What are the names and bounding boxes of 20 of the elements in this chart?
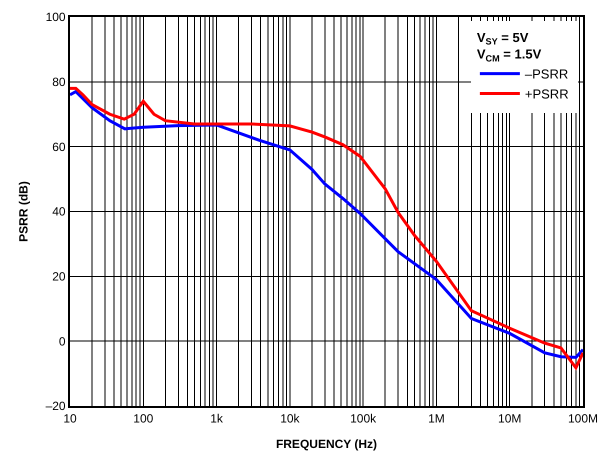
y-tick-label: 60 xyxy=(52,140,66,154)
x-axis-title: FREQUENCY (Hz) xyxy=(276,436,378,451)
x-tick-label: 100M xyxy=(568,411,598,426)
y-tick-label: 20 xyxy=(52,270,66,284)
x-tick-label: 1M xyxy=(428,411,445,426)
y-axis-title: PSRR (dB) xyxy=(16,181,30,242)
x-tick-label: 100 xyxy=(133,411,154,426)
text: V$_{SY}$ = 5V V$_{CM}$ = 1.5V xyxy=(476,30,542,64)
legend-label: –PSRR xyxy=(524,66,568,82)
y-tick-label: –20 xyxy=(46,399,66,414)
y-tick-label: 80 xyxy=(52,75,66,90)
x-tick-label: 1k xyxy=(210,411,224,426)
x-tick-label: 10k xyxy=(280,411,301,426)
y-tick-label: 100 xyxy=(46,10,66,24)
y-tick-label: 0 xyxy=(58,334,66,348)
x-tick-label: 10 xyxy=(63,411,77,426)
x-tick-label: 10M xyxy=(498,411,522,426)
x-tick-label: 100k xyxy=(350,411,378,426)
y-tick-label: 40 xyxy=(52,204,66,219)
legend-label: +PSRR xyxy=(524,86,569,102)
